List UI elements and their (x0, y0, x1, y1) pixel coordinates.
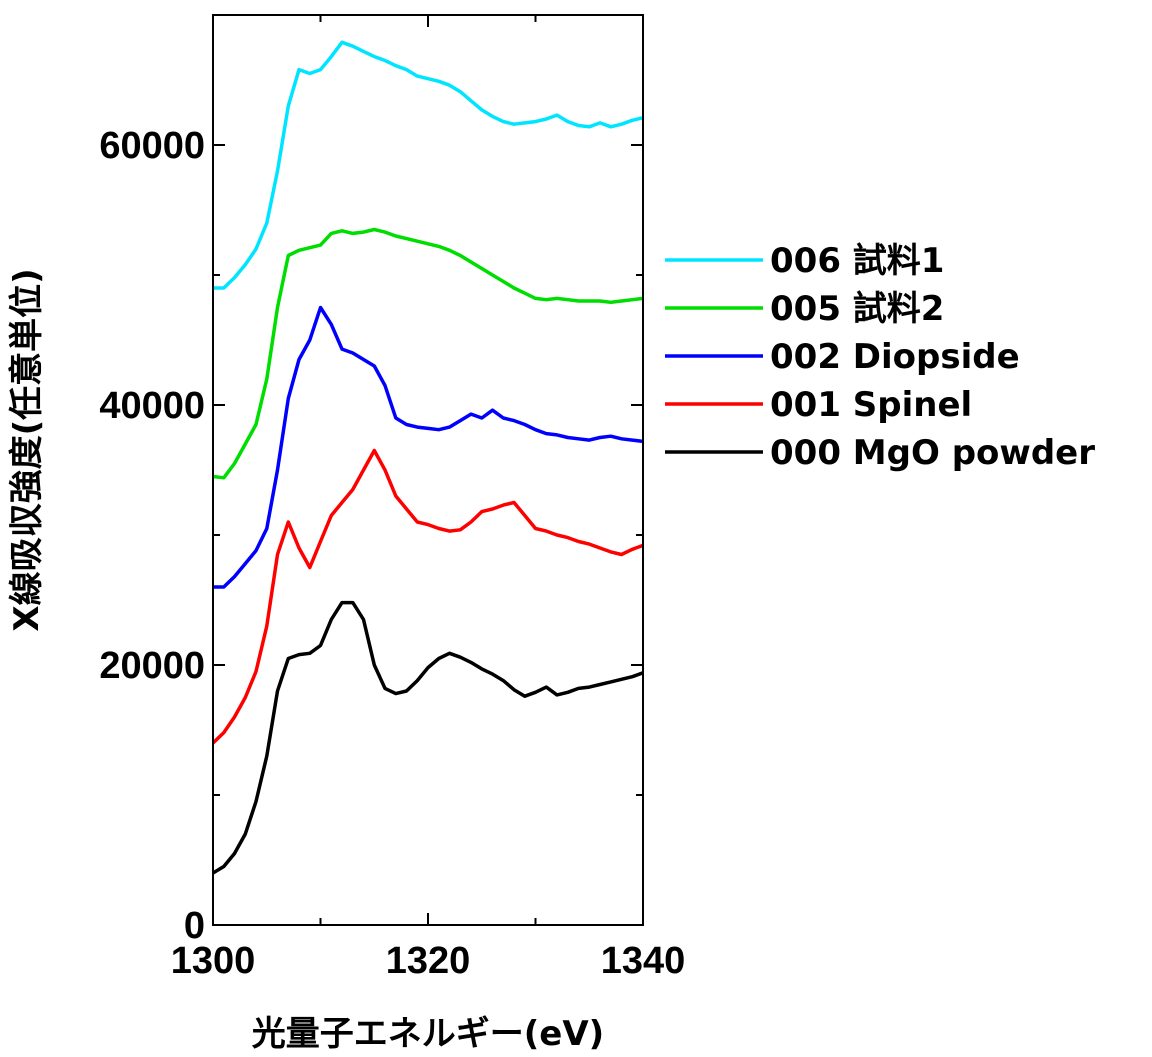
legend-label-0: 006 試料1 (770, 241, 944, 281)
x-tick-label-1: 1320 (386, 940, 471, 982)
x-axis-title: 光量子エネルギー(eV) (252, 1014, 604, 1054)
y-tick-label-2: 40000 (99, 385, 205, 427)
series-line-0 (213, 40, 643, 290)
y-tick-label-0: 0 (184, 905, 205, 947)
series-line-2 (213, 305, 643, 589)
tick-labels-layer: 1300 1320 1340 0 20000 40000 60000 (99, 125, 685, 982)
x-tick-label-2: 1340 (601, 940, 686, 982)
series-line-4 (213, 600, 643, 875)
legend-label-1: 005 試料2 (770, 289, 944, 329)
y-tick-label-3: 60000 (99, 125, 205, 167)
x-tick-label-0: 1300 (171, 940, 256, 982)
legend-label-3: 001 Spinel (770, 385, 972, 425)
ticks-layer (212, 15, 644, 926)
y-axis-title: X線吸収強度(任意単位) (7, 268, 47, 631)
series-line-3 (213, 448, 643, 745)
legend: 006 試料1 005 試料2 002 Diopside 001 Spinel 000 … (665, 241, 1095, 473)
series-layer (213, 40, 643, 875)
y-tick-label-1: 20000 (99, 645, 205, 687)
legend-label-4: 000 MgO powder (770, 433, 1095, 473)
series-line-1 (213, 227, 643, 480)
legend-label-2: 002 Diopside (770, 337, 1020, 377)
